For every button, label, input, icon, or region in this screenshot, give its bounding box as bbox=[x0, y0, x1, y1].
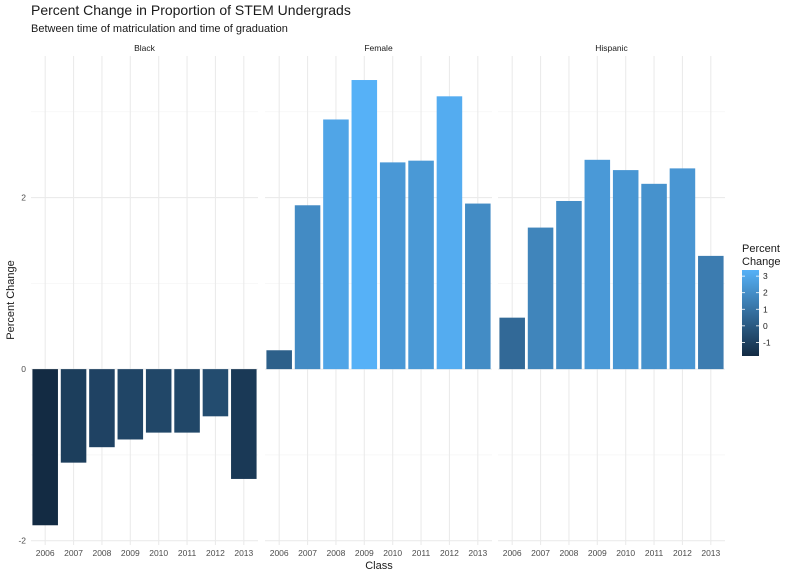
facet-panel-black: Black 2006 2007 2008 2009 2010 2011 2012 2013 bbox=[31, 43, 258, 558]
legend-colorbar bbox=[742, 270, 759, 356]
bar-female-2007 bbox=[294, 205, 321, 370]
x-tick-label: 2009 bbox=[588, 548, 607, 558]
x-tick-label: 2006 bbox=[503, 548, 522, 558]
bar-black-2006 bbox=[32, 369, 58, 526]
bar-black-2013 bbox=[231, 369, 257, 479]
facet-label: Female bbox=[364, 43, 393, 53]
bar-female-2011 bbox=[408, 160, 434, 370]
x-tick-label: 2008 bbox=[92, 548, 111, 558]
y-axis-title: Percent Change bbox=[5, 260, 17, 340]
bar-hispanic-2006 bbox=[499, 317, 525, 370]
bar-black-2011 bbox=[174, 369, 200, 433]
x-tick-label: 2013 bbox=[234, 548, 253, 558]
x-tick-label: 2007 bbox=[531, 548, 550, 558]
x-tick-label: 2007 bbox=[298, 548, 317, 558]
y-tick-label: 0 bbox=[21, 364, 26, 374]
y-axis: -2 0 2 bbox=[18, 193, 26, 546]
x-tick-label: 2008 bbox=[326, 548, 345, 558]
bar-hispanic-2009 bbox=[584, 159, 611, 370]
bar-hispanic-2012 bbox=[669, 168, 696, 370]
x-tick-label: 2007 bbox=[64, 548, 83, 558]
x-tick-label: 2009 bbox=[355, 548, 374, 558]
y-tick-label: -2 bbox=[18, 536, 26, 546]
facet-panel-hispanic: Hispanic 2006 2007 2008 2009 2010 2011 2012 2013 bbox=[498, 43, 725, 558]
bar-black-2008 bbox=[89, 369, 115, 448]
x-tick-label: 2013 bbox=[468, 548, 487, 558]
bar-hispanic-2013 bbox=[698, 255, 724, 370]
x-tick-label: 2013 bbox=[701, 548, 720, 558]
facet-panel-female: Female 2006 2007 2008 2009 2010 2011 2012 2013 bbox=[265, 43, 492, 558]
x-tick-label: 2008 bbox=[559, 548, 578, 558]
bar-hispanic-2008 bbox=[556, 200, 582, 370]
x-tick-label: 2010 bbox=[616, 548, 635, 558]
x-tick-label: 2012 bbox=[206, 548, 225, 558]
bar-female-2006 bbox=[266, 350, 292, 370]
legend-tick-label: 0 bbox=[763, 321, 768, 331]
legend-tick-label: -1 bbox=[763, 337, 771, 347]
bar-hispanic-2010 bbox=[612, 170, 639, 370]
legend-title-line-1: Percent bbox=[742, 243, 780, 255]
facet-label: Black bbox=[134, 43, 156, 53]
x-tick-label: 2011 bbox=[412, 548, 431, 558]
x-axis-title: Class bbox=[365, 560, 393, 572]
x-tick-label: 2012 bbox=[440, 548, 459, 558]
bar-black-2010 bbox=[145, 369, 172, 433]
bar-female-2013 bbox=[465, 203, 491, 370]
bar-female-2009 bbox=[351, 80, 378, 370]
bar-black-2009 bbox=[117, 369, 144, 440]
legend-tick-label: 1 bbox=[763, 304, 768, 314]
x-tick-label: 2011 bbox=[178, 548, 197, 558]
x-tick-label: 2009 bbox=[121, 548, 140, 558]
legend-tick-label: 2 bbox=[763, 288, 768, 298]
bar-black-2007 bbox=[60, 369, 87, 463]
x-tick-label: 2011 bbox=[645, 548, 664, 558]
bar-black-2012 bbox=[202, 369, 229, 417]
bar-hispanic-2011 bbox=[641, 183, 667, 370]
bar-female-2012 bbox=[436, 96, 463, 370]
x-tick-label: 2012 bbox=[673, 548, 692, 558]
chart-subtitle: Between time of matriculation and time o… bbox=[31, 23, 288, 35]
x-tick-label: 2010 bbox=[383, 548, 402, 558]
legend-title-line-2: Change bbox=[742, 256, 781, 268]
bar-hispanic-2007 bbox=[527, 227, 554, 370]
legend-tick-label: 3 bbox=[763, 271, 768, 281]
x-tick-label: 2006 bbox=[36, 548, 55, 558]
y-tick-label: 2 bbox=[21, 193, 26, 203]
x-tick-label: 2010 bbox=[149, 548, 168, 558]
facet-label: Hispanic bbox=[595, 43, 628, 53]
x-tick-label: 2006 bbox=[270, 548, 289, 558]
bar-female-2008 bbox=[323, 119, 349, 370]
chart-title: Percent Change in Proportion of STEM Und… bbox=[31, 2, 351, 18]
bar-female-2010 bbox=[379, 162, 406, 370]
